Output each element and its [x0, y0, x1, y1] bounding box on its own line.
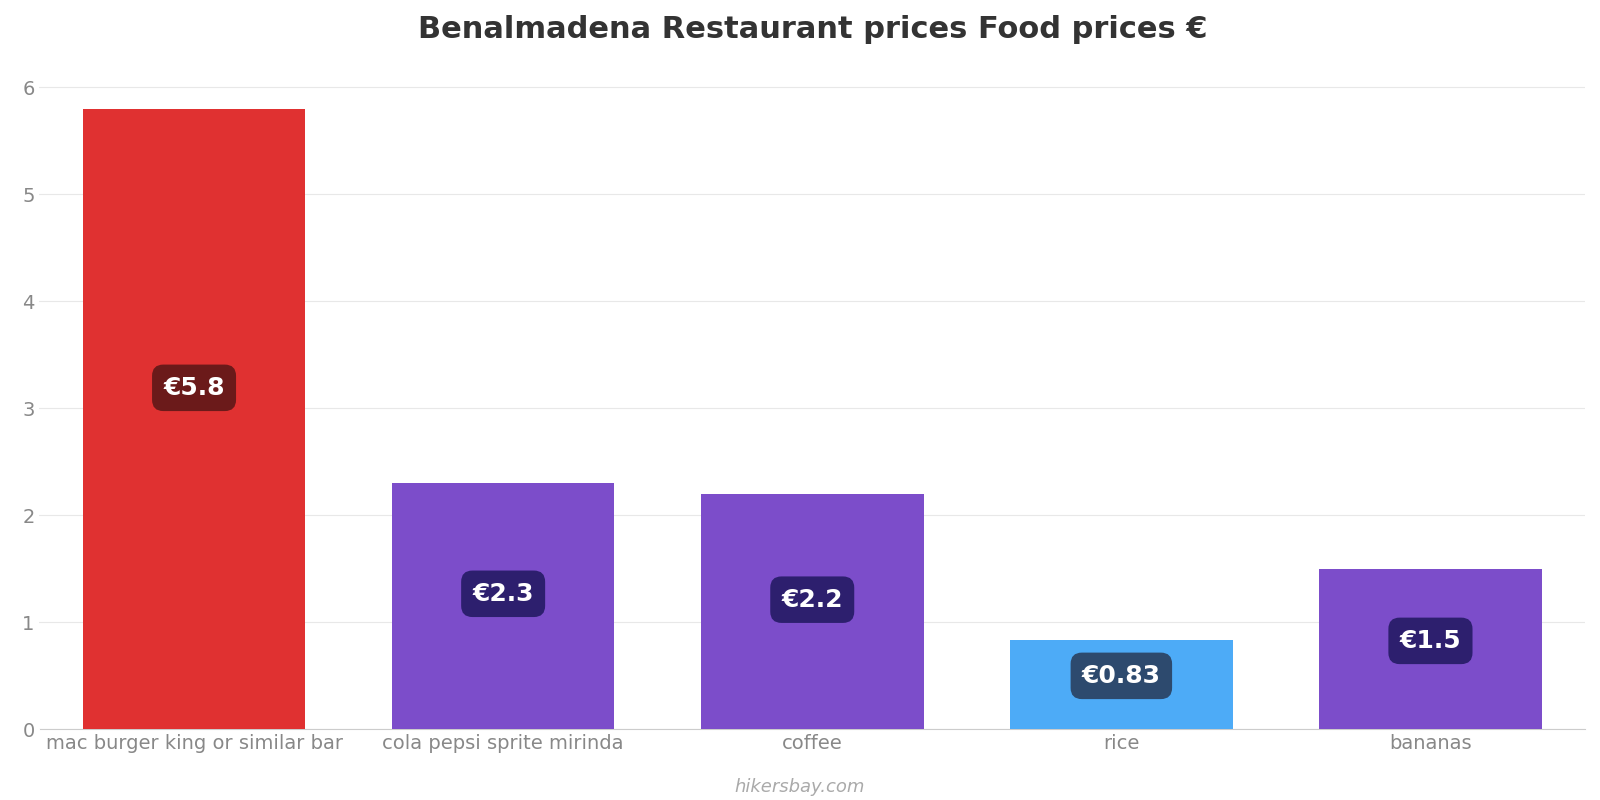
Text: €2.2: €2.2	[781, 588, 843, 612]
Bar	[1318, 569, 1542, 729]
Text: €0.83: €0.83	[1082, 664, 1162, 688]
Text: €2.3: €2.3	[472, 582, 534, 606]
Text: €1.5: €1.5	[1400, 629, 1461, 653]
Text: hikersbay.com: hikersbay.com	[734, 778, 866, 796]
Bar	[701, 494, 923, 729]
Bar	[83, 109, 306, 729]
Bar	[392, 483, 614, 729]
Text: €5.8: €5.8	[163, 376, 224, 400]
Title: Benalmadena Restaurant prices Food prices €: Benalmadena Restaurant prices Food price…	[418, 15, 1206, 44]
Bar	[1010, 640, 1232, 729]
